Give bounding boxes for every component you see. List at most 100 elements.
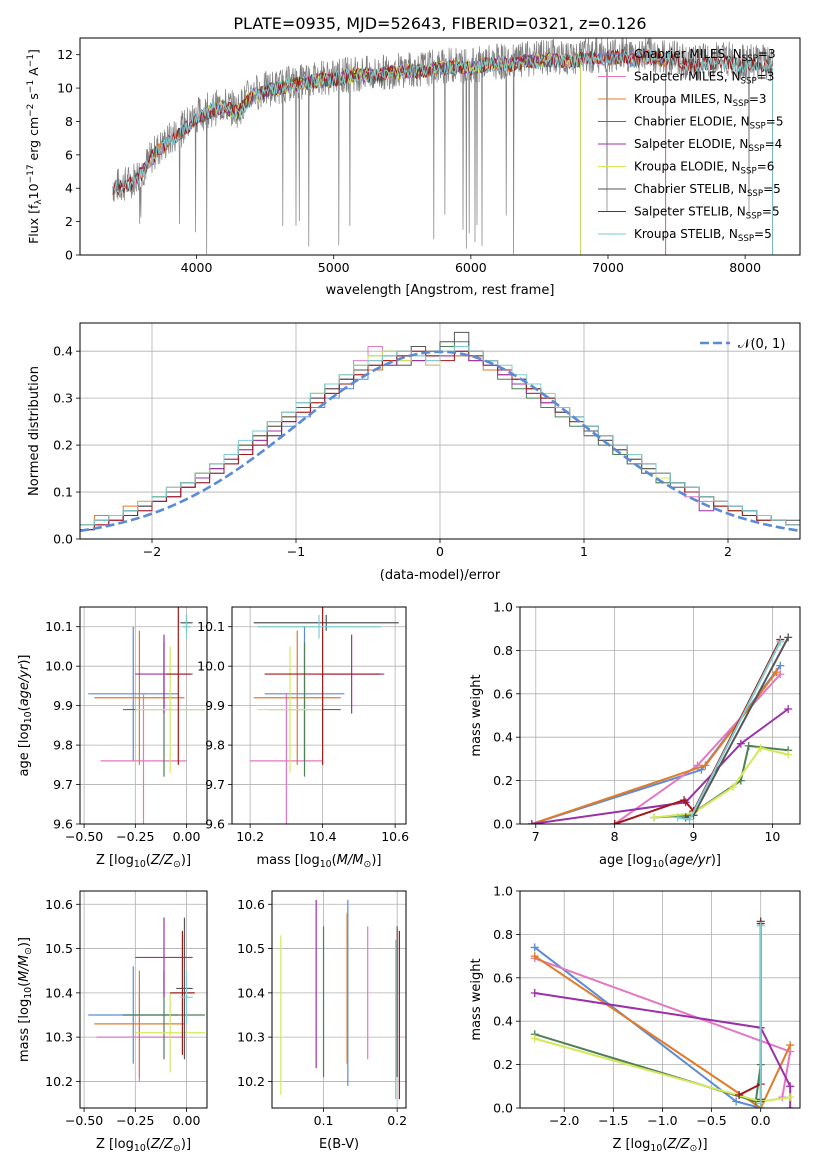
weight-marker (756, 921, 765, 930)
y-tick-label: 9.7 (205, 777, 225, 792)
y-tick-label: 9.8 (205, 738, 225, 753)
x-tick-label: 8000 (729, 260, 761, 275)
mass-vs-ebv-plot-area (280, 899, 400, 1100)
weight-vs-Z-panel: −2.0 −1.5 −1.0 −0.5 0.0 0.0 0.2 0.4 0.6 0.8 1.0 Z [… (469, 884, 801, 1154)
x-tick-label: 5000 (318, 260, 350, 275)
age-vs-Z-plot-area (88, 607, 205, 824)
y-tick-label: 4 (65, 181, 73, 196)
weight-marker (744, 741, 753, 750)
x-tick-label: 1 (580, 544, 588, 559)
x-tick-label: 10 (764, 829, 780, 844)
y-tick-label: 10.6 (45, 897, 73, 912)
x-tick-label: 9 (690, 829, 698, 844)
weight-marker (650, 813, 659, 822)
axes-frame (271, 890, 407, 1109)
histogram-step (80, 346, 800, 539)
legend-label: Chabrier MILES, NSSP=3 (634, 47, 776, 64)
weight-marker (530, 988, 539, 997)
legend-label: Salpeter STELIB, NSSP=5 (634, 205, 780, 222)
y-tick-label: 9.9 (53, 698, 73, 713)
weight-marker (530, 1034, 539, 1043)
axes-frame (79, 606, 208, 825)
age-vs-mass-panel: 10.2 10.4 10.6 9.6 9.7 9.8 9.9 10.0 10.1 mass [lo… (197, 606, 409, 870)
weight-line (531, 708, 789, 824)
y-tick-label: 0.1 (53, 485, 73, 500)
x-tick-label: 8 (611, 829, 619, 844)
residuals-panel: −2 −1 0 1 2 0.0 0.1 0.2 0.3 0.4 (data-model)/error… (27, 322, 801, 583)
x-tick-label: 0 (436, 544, 444, 559)
x-tick-label: 10.2 (236, 829, 264, 844)
x-tick-label: 0.1 (314, 1113, 334, 1128)
weight-marker (786, 1041, 795, 1050)
age-vs-Z-panel: −0.50 −0.25 0.00 9.6 9.7 9.8 9.9 10.0 10.1 Z [log… (17, 606, 208, 870)
y-tick-label: 2 (65, 214, 73, 229)
mass-vs-Z-plot-area (88, 917, 205, 1082)
y-tick-label: 10.2 (45, 1074, 73, 1089)
spectrum-plot-area (112, 38, 774, 255)
weight-marker (736, 739, 745, 748)
y-tick-label: 0.3 (53, 391, 73, 406)
y-tick-label: 0 (65, 248, 73, 263)
y-tick-label: 9.7 (53, 777, 73, 792)
axes-frame (79, 37, 801, 256)
legend-label: 𝒩(0, 1) (738, 337, 785, 352)
x-axis-label: (data-model)/error (380, 568, 501, 583)
weight-marker (776, 637, 785, 646)
weight-marker (732, 1097, 741, 1106)
weight-marker (756, 1099, 765, 1108)
x-tick-label: 2 (724, 544, 732, 559)
y-tick-label: 10.4 (237, 985, 265, 1000)
y-tick-label: 10.3 (45, 1030, 73, 1045)
legend-label: Kroupa ELODIE, NSSP=6 (634, 160, 774, 177)
residuals-plot-area (80, 331, 800, 539)
x-axis-label: Z [log10(Z/Z⊙)] (612, 1137, 707, 1154)
y-axis-label: mass weight (469, 958, 484, 1040)
x-tick-label: −0.50 (65, 829, 103, 844)
y-tick-label: 10.5 (237, 941, 265, 956)
y-tick-label: 0.4 (53, 344, 73, 359)
weight-vs-age-plot-area (527, 633, 793, 824)
y-tick-label: 0.8 (493, 643, 513, 658)
y-tick-label: 9.9 (205, 698, 225, 713)
x-tick-label: 10.4 (309, 829, 337, 844)
legend-label: Chabrier ELODIE, NSSP=5 (634, 115, 783, 132)
weight-marker (786, 1093, 795, 1102)
x-tick-label: 10.6 (381, 829, 409, 844)
x-tick-label: 7 (532, 829, 540, 844)
y-axis-label: mass [log10(M/M⊙)] (17, 937, 34, 1062)
y-tick-label: 0.8 (493, 927, 513, 942)
y-tick-label: 0.4 (493, 1014, 513, 1029)
weight-line (531, 671, 778, 824)
x-tick-label: 0.2 (387, 1113, 407, 1128)
weight-marker (530, 952, 539, 961)
y-tick-label: 0.2 (493, 1057, 513, 1072)
x-tick-label: −0.25 (116, 1113, 154, 1128)
y-axis-label: Normed distribution (27, 366, 42, 496)
x-axis-label: wavelength [Angstrom, rest frame] (326, 283, 555, 298)
y-tick-label: 0.2 (53, 438, 73, 453)
axes-frame (519, 606, 801, 825)
y-tick-label: 10.3 (237, 1030, 265, 1045)
weight-vs-Z-plot-area (530, 917, 795, 1108)
figure-title: PLATE=0935, MJD=52643, FIBERID=0321, z=0… (233, 14, 646, 33)
y-tick-label: 12 (57, 47, 73, 62)
x-tick-label: 0.0 (751, 1113, 771, 1128)
weight-marker (728, 783, 737, 792)
x-tick-label: −0.50 (65, 1113, 103, 1128)
x-tick-label: 0.00 (173, 829, 201, 844)
mass-vs-Z-panel: −0.50 −0.25 0.00 10.2 10.3 10.4 10.5 10.6 Z [log… (17, 890, 208, 1154)
weight-marker (530, 943, 539, 952)
y-tick-label: 10.2 (237, 1074, 265, 1089)
y-tick-label: 0.6 (493, 686, 513, 701)
x-tick-label: 0.00 (173, 1113, 201, 1128)
y-tick-label: 6 (65, 147, 73, 162)
x-tick-label: −0.5 (696, 1113, 726, 1128)
y-tick-label: 10.5 (45, 941, 73, 956)
y-tick-label: 0.0 (493, 817, 513, 832)
y-tick-label: 10.1 (45, 619, 73, 634)
y-tick-label: 10.0 (45, 659, 73, 674)
x-axis-label: age [log10(age/yr)] (599, 853, 721, 870)
model-spectrum-line (112, 48, 773, 196)
axes-frame (231, 606, 407, 825)
